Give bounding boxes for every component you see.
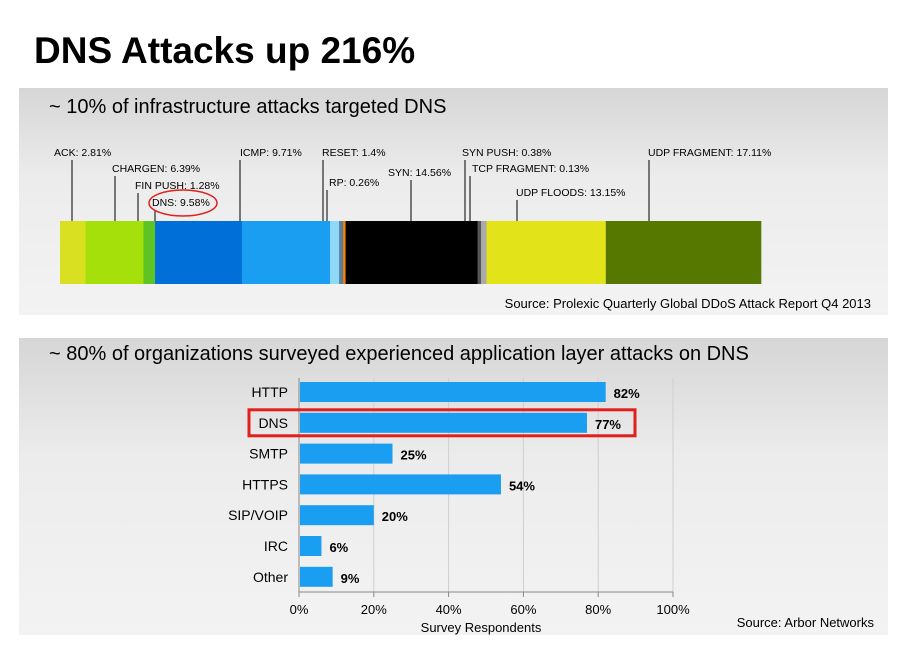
segment-dns bbox=[155, 221, 243, 284]
segment-icmp bbox=[241, 221, 331, 284]
category-label-irc: IRC bbox=[264, 538, 288, 554]
segment-fin-push bbox=[143, 221, 156, 284]
label-rp: RP: 0.26% bbox=[329, 177, 379, 189]
label-ack: ACK: 2.81% bbox=[54, 147, 111, 159]
label-fin-push: FIN PUSH: 1.28% bbox=[135, 180, 220, 192]
application-chart-title: ~ 80% of organizations surveyed experien… bbox=[49, 343, 749, 365]
value-label-http: 82% bbox=[614, 386, 640, 401]
segment-tcp-fragment bbox=[481, 221, 487, 284]
page-title: DNS Attacks up 216% bbox=[34, 30, 416, 71]
label-dns: DNS: 9.58% bbox=[152, 197, 210, 209]
dns-highlight-ellipse bbox=[148, 189, 218, 217]
label-udp-fragment: UDP FRAGMENT: 17.11% bbox=[648, 147, 771, 159]
infrastructure-chart-title: ~ 10% of infrastructure attacks targeted… bbox=[49, 96, 447, 118]
value-label-dns: 77% bbox=[595, 417, 621, 432]
infrastructure-chart-source: Source: Prolexic Quarterly Global DDoS A… bbox=[504, 296, 871, 311]
x-tick-100: 100% bbox=[656, 602, 690, 617]
segment-ack bbox=[60, 221, 86, 284]
category-label-sip-voip: SIP/VOIP bbox=[228, 507, 288, 523]
bar-other bbox=[300, 566, 333, 587]
x-tick-0: 0% bbox=[290, 602, 309, 617]
value-label-sip-voip: 20% bbox=[382, 509, 408, 524]
x-tick-60: 60% bbox=[510, 602, 536, 617]
bar-http bbox=[300, 382, 606, 402]
category-label-smtp: SMTP bbox=[249, 446, 288, 462]
value-label-smtp: 25% bbox=[401, 448, 427, 463]
x-tick-20: 20% bbox=[361, 602, 387, 617]
bar-https bbox=[300, 474, 501, 495]
category-label-https: HTTPS bbox=[242, 476, 288, 492]
bar-sip-voip bbox=[300, 505, 374, 526]
x-axis-title: Survey Respondents bbox=[421, 620, 542, 635]
application-attacks-panel: ~ 80% of organizations surveyed experien… bbox=[19, 338, 888, 635]
segment-udp-fragment bbox=[605, 221, 762, 284]
segment-unlabeled-5 bbox=[330, 221, 340, 284]
bar-irc bbox=[300, 536, 322, 556]
bar-dns bbox=[300, 412, 587, 433]
x-tick-80: 80% bbox=[585, 602, 611, 617]
segment-udp-floods bbox=[486, 221, 607, 284]
label-syn-push: SYN PUSH: 0.38% bbox=[462, 147, 551, 159]
segment-reset bbox=[339, 221, 344, 284]
bar-smtp bbox=[300, 443, 393, 464]
label-syn: SYN: 14.56% bbox=[388, 167, 451, 179]
value-label-irc: 6% bbox=[329, 540, 348, 555]
value-label-https: 54% bbox=[509, 478, 535, 493]
label-reset: RESET: 1.4% bbox=[322, 147, 386, 159]
x-tick-40: 40% bbox=[436, 602, 462, 617]
application-chart-source: Source: Arbor Networks bbox=[736, 615, 874, 630]
segment-syn bbox=[345, 221, 478, 284]
label-icmp: ICMP: 9.71% bbox=[240, 147, 302, 159]
category-label-dns: DNS bbox=[258, 415, 288, 431]
segment-chargen bbox=[85, 221, 144, 284]
label-udp-floods: UDP FLOODS: 13.15% bbox=[516, 187, 626, 199]
category-label-other: Other bbox=[253, 569, 288, 585]
segment-rp bbox=[343, 221, 346, 284]
value-label-other: 9% bbox=[341, 571, 360, 586]
dns-highlight-box bbox=[247, 408, 637, 438]
label-chargen: CHARGEN: 6.39% bbox=[112, 163, 200, 175]
label-tcp-fragment: TCP FRAGMENT: 0.13% bbox=[472, 163, 589, 175]
category-label-http: HTTP bbox=[251, 384, 288, 400]
segment-syn-push bbox=[477, 221, 482, 284]
